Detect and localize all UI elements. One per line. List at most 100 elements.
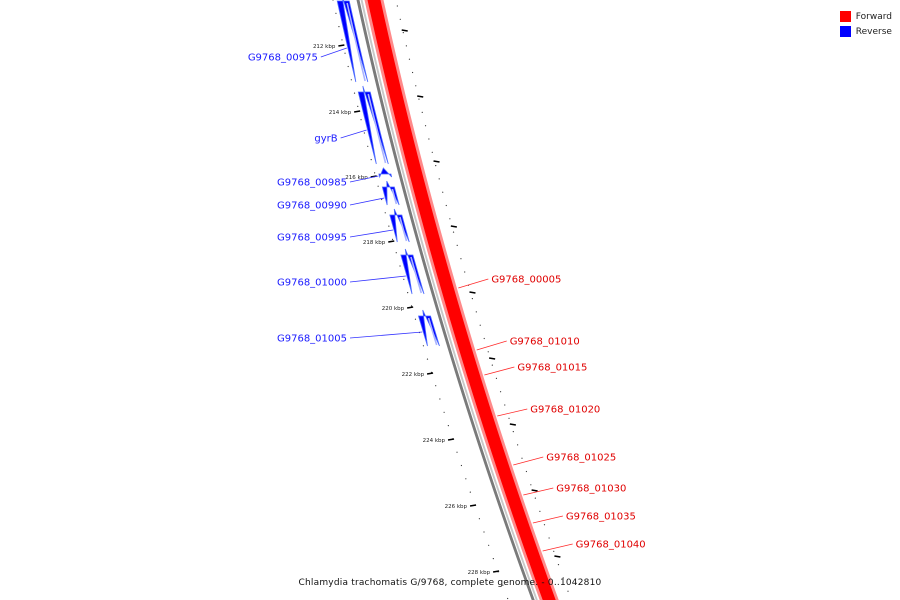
forward-gene-label[interactable]: G9768_01010 [510, 337, 580, 348]
minor-tick-right [539, 510, 541, 512]
forward-gene-label[interactable]: G9768_01035 [566, 512, 636, 523]
minor-tick-right [487, 351, 489, 353]
minor-tick-right [499, 391, 502, 393]
forward-gene-label[interactable]: G9768_01020 [530, 405, 600, 416]
reverse-gene-label[interactable]: G9768_01000 [277, 278, 347, 289]
forward-gene-label[interactable]: G9768_01040 [576, 540, 646, 551]
reverse-gene-label[interactable]: G9768_01005 [277, 334, 347, 345]
forward-gene-leader [542, 543, 573, 552]
minor-tick-right [553, 550, 555, 552]
forward-swatch [839, 11, 851, 22]
minor-tick-left [341, 39, 343, 41]
minor-tick-right [402, 31, 404, 34]
minor-tick-right [464, 271, 466, 273]
minor-tick-right [415, 85, 417, 87]
minor-tick-left [353, 92, 356, 94]
reverse-gene-block[interactable] [381, 180, 400, 206]
minor-tick-left [483, 531, 485, 533]
reverse-gene-block[interactable] [417, 309, 440, 347]
reverse-gene-leader [320, 47, 347, 58]
reverse-gene-highlight [367, 93, 387, 164]
minor-tick-left [350, 79, 352, 81]
minor-tick-right [435, 165, 437, 167]
tick-label: 212 kbp [313, 44, 336, 50]
minor-tick-right [567, 590, 569, 592]
reverse-gene-block[interactable] [400, 248, 425, 295]
reverse-gene-label[interactable]: G9768_00975 [248, 53, 318, 64]
reverse-gene-label[interactable]: G9768_00985 [277, 178, 347, 189]
reverse-swatch [839, 26, 851, 37]
minor-tick-right [508, 417, 510, 419]
reverse-gene-leader [340, 129, 367, 139]
minor-tick-right [562, 577, 564, 579]
forward-gene-label[interactable]: G9768_01015 [517, 363, 587, 374]
reverse-gene-label[interactable]: gyrB [314, 134, 337, 145]
forward-gene-leader [497, 408, 528, 417]
major-tick-right [433, 160, 440, 163]
minor-tick-right [399, 18, 401, 20]
minor-tick-left [410, 305, 413, 307]
minor-tick-left [426, 358, 429, 360]
minor-tick-left [377, 185, 379, 187]
forward-strand-track [364, 0, 559, 600]
minor-tick-left [403, 278, 405, 280]
reverse-gene-highlight [391, 188, 398, 205]
legend-label-reverse: Reverse [855, 26, 892, 37]
minor-tick-left [363, 132, 365, 134]
reverse-gene-block[interactable] [336, 0, 369, 83]
reverse-gene-label[interactable]: G9768_00990 [277, 201, 347, 212]
minor-tick-left [357, 105, 359, 107]
reverse-gene-highlight [399, 216, 408, 242]
minor-tick-left [502, 584, 504, 586]
minor-tick-right [471, 298, 473, 300]
minor-tick-right [557, 564, 560, 566]
minor-tick-right [408, 58, 411, 60]
minor-tick-right [479, 324, 481, 326]
minor-tick-right [438, 178, 440, 180]
minor-tick-left [399, 265, 401, 267]
minor-tick-right [548, 537, 550, 539]
minor-tick-left [384, 212, 386, 214]
forward-gene-label[interactable]: G9768_00005 [491, 275, 561, 286]
major-ticks: 212 kbp 214 kbp 216 kbp 218 kbp 220 kbp 222 k… [313, 29, 561, 576]
reverse-gene-block[interactable] [357, 85, 389, 165]
reverse-gene-block[interactable] [378, 167, 393, 179]
major-tick-left [370, 175, 377, 178]
map-caption: Chlamydia trachomatis G/9768, complete g… [298, 578, 602, 588]
major-tick-left [354, 110, 361, 113]
minor-tick-right [452, 231, 455, 233]
minor-tick-left [332, 0, 334, 1]
minor-tick-left [456, 451, 458, 453]
minor-tick-right [460, 258, 462, 260]
minor-tick-right [411, 71, 414, 74]
major-tick-left [338, 44, 345, 47]
minor-tick-left [381, 198, 383, 201]
minor-tick-left [460, 464, 463, 467]
forward-gene-label[interactable]: G9768_01030 [556, 484, 626, 495]
minor-tick-right [445, 204, 447, 207]
minor-tick-left [439, 398, 441, 400]
forward-gene-leader [523, 487, 554, 496]
reverse-gene-leader [349, 229, 394, 238]
gene-labels: G9768_00975 gyrB G9768_00985 G9768_00990 G97… [248, 47, 646, 552]
reverse-gene-label[interactable]: G9768_00995 [277, 233, 347, 244]
minor-tick-right [543, 524, 546, 526]
minor-tick-left [370, 159, 372, 161]
major-tick-right [401, 29, 408, 32]
major-tick-right [489, 357, 496, 360]
forward-gene-leader [476, 340, 507, 351]
minor-tick-left [435, 385, 437, 387]
reverse-gene-block[interactable] [389, 208, 410, 243]
minor-tick-left [360, 119, 362, 121]
forward-gene-label[interactable]: G9768_01025 [546, 453, 616, 464]
legend-item-reverse: Reverse [839, 24, 892, 39]
minor-tick-left [335, 12, 337, 14]
tick-label: 226 kbp [445, 504, 468, 510]
minor-tick-right [431, 151, 433, 153]
minor-tick-left [344, 52, 346, 54]
reverse-gene-leader [349, 331, 423, 339]
forward-track-fill [367, 0, 556, 600]
minor-tick-left [388, 225, 390, 227]
legend-label-forward: Forward [855, 11, 892, 22]
